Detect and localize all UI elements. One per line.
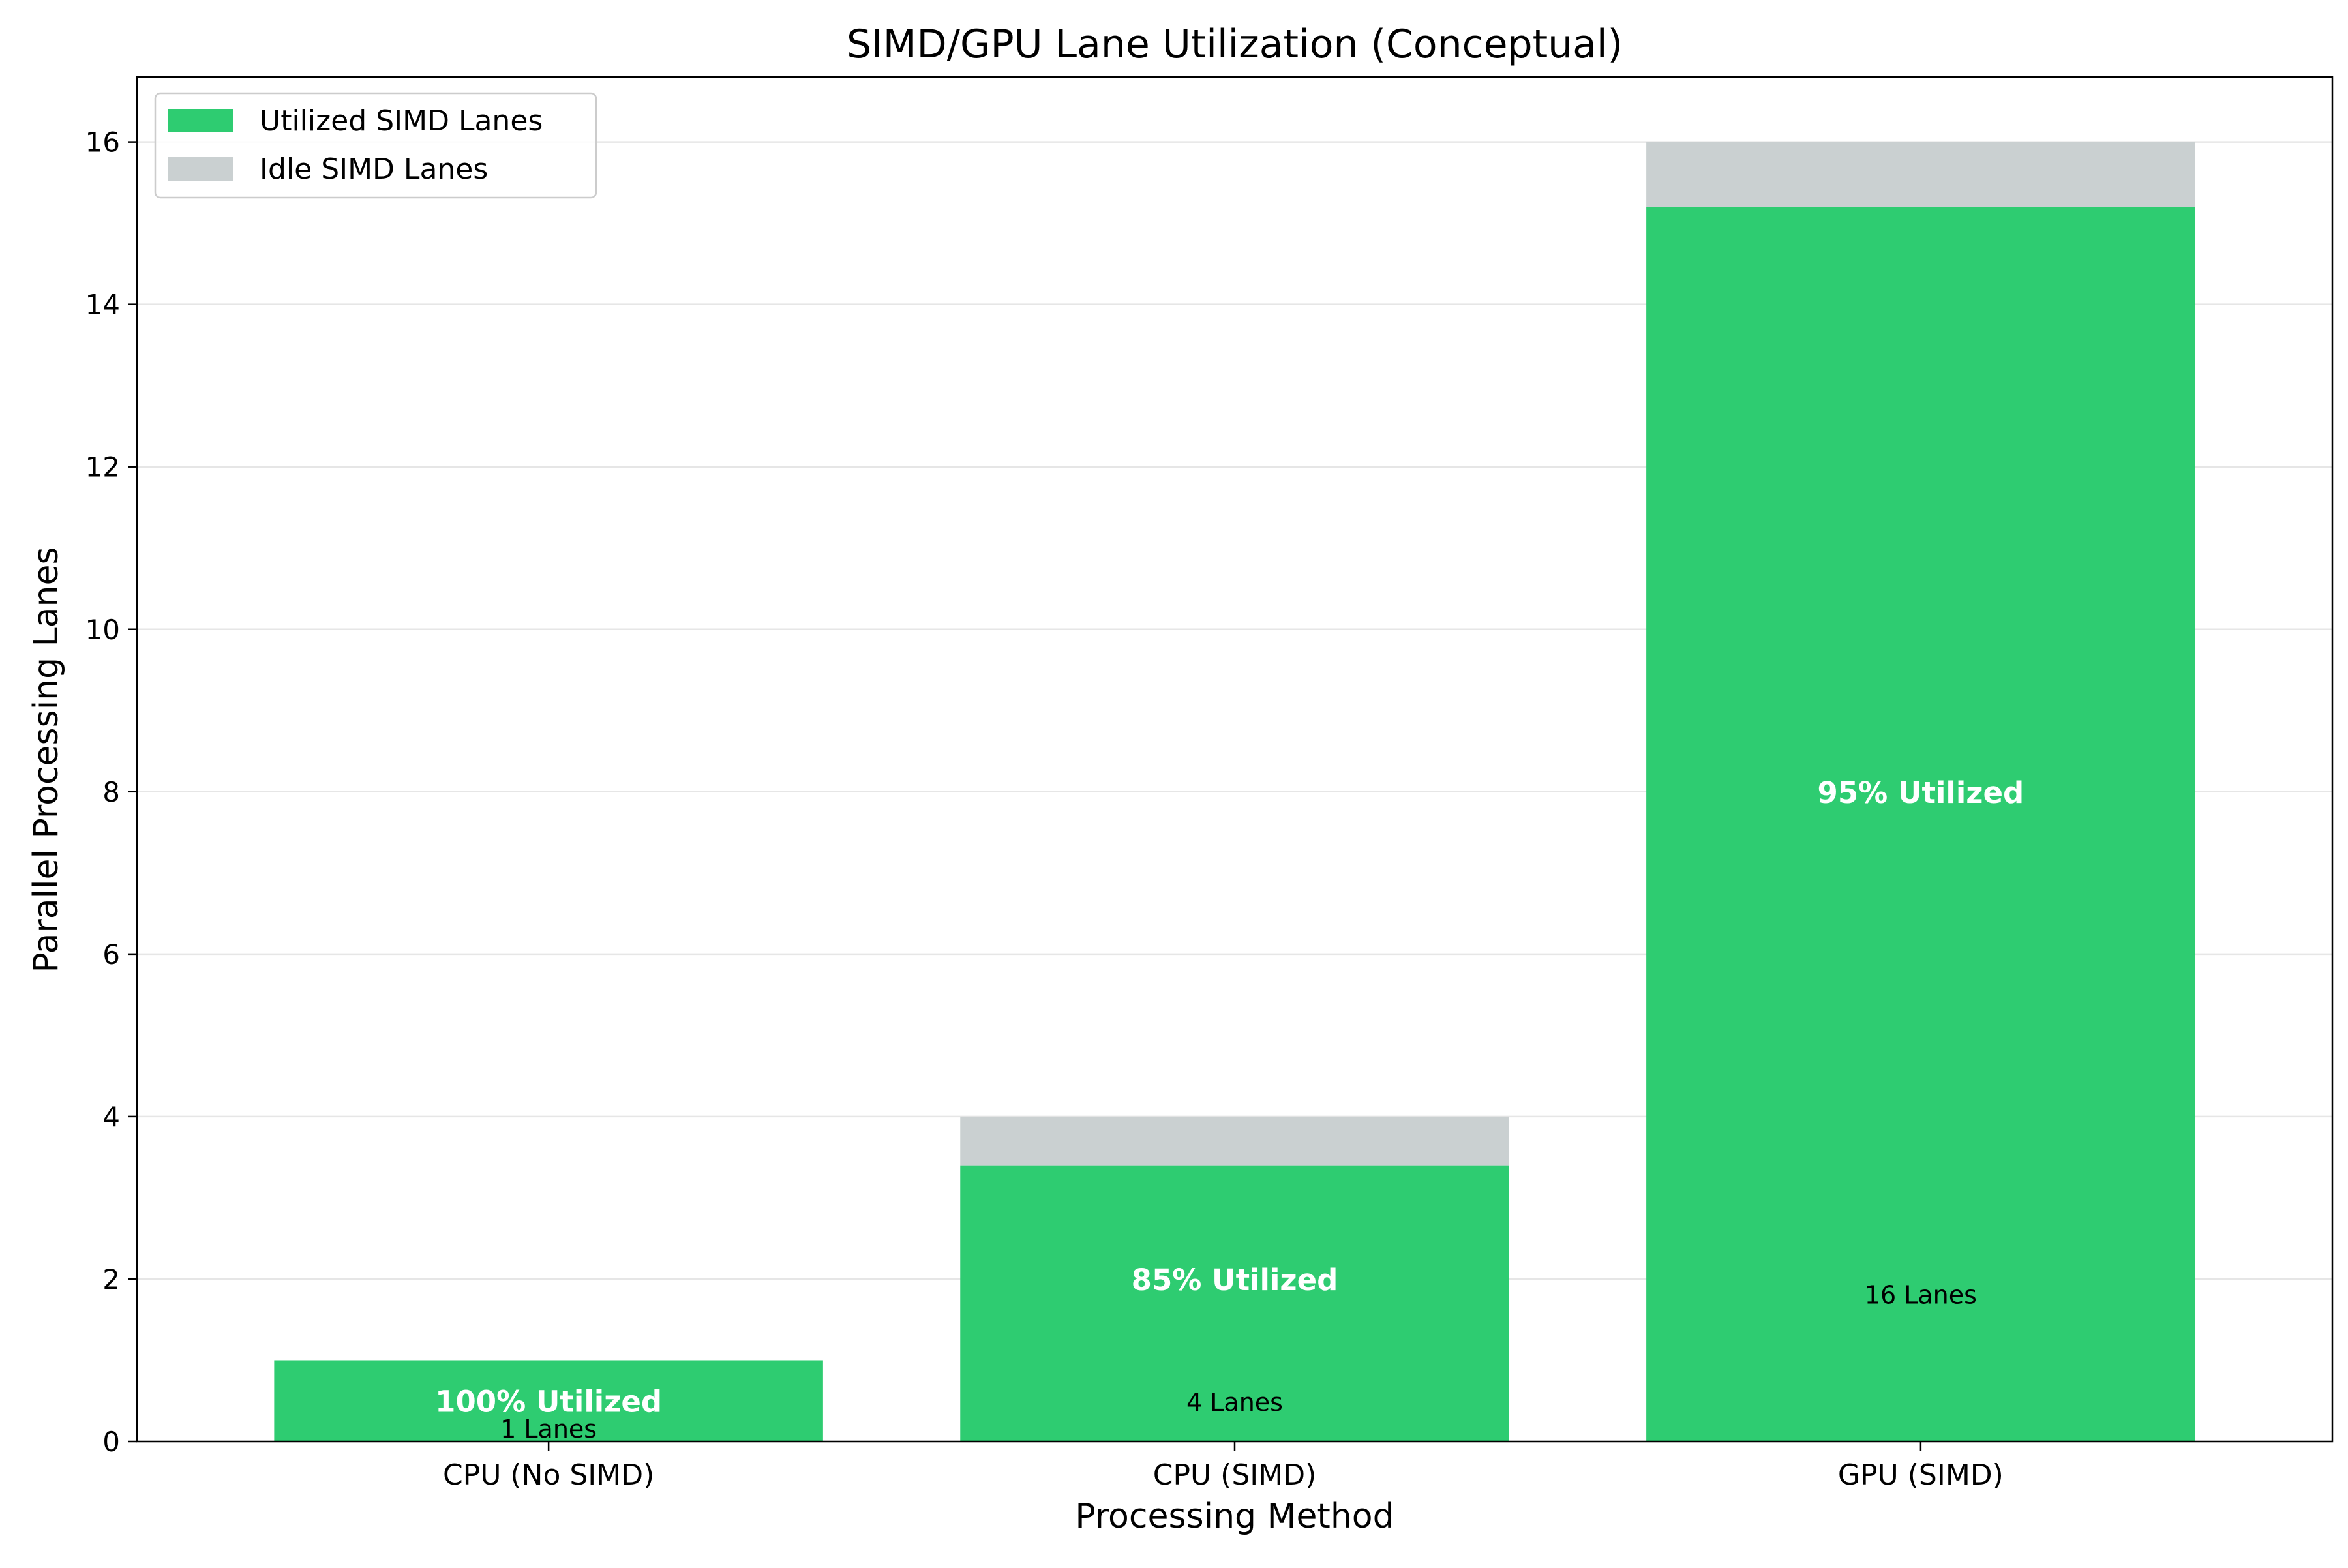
y-tick-label: 14	[85, 289, 120, 321]
chart-title: SIMD/GPU Lane Utilization (Conceptual)	[847, 22, 1623, 67]
y-tick-label: 0	[102, 1426, 120, 1458]
bar-layer	[274, 142, 2195, 1442]
bar-utilized	[1646, 207, 2195, 1442]
y-tick-label: 2	[102, 1263, 120, 1295]
legend: Utilized SIMD Lanes Idle SIMD Lanes	[154, 92, 597, 199]
y-tick-label: 6	[102, 939, 120, 971]
utilization-label: 95% Utilized	[1818, 776, 2024, 810]
grid-layer	[137, 141, 2332, 1443]
lane-count-label: 1 Lanes	[500, 1415, 597, 1443]
y-tick-label: 16	[85, 127, 120, 158]
y-tick-label: 10	[85, 614, 120, 646]
legend-swatch	[168, 157, 233, 181]
y-tick-label: 4	[102, 1101, 120, 1133]
y-tick-label: 12	[85, 451, 120, 483]
bar-utilized	[274, 1360, 823, 1441]
x-tick-label: CPU (No SIMD)	[443, 1458, 654, 1492]
y-axis-label: Parallel Processing Lanes	[27, 547, 66, 972]
utilization-label: 100% Utilized	[435, 1385, 662, 1419]
x-axis-label: Processing Method	[1075, 1497, 1394, 1536]
bar-idle	[1646, 142, 2195, 207]
legend-frame	[154, 92, 597, 199]
y-tick-label: 8	[102, 776, 120, 808]
x-tick-label: GPU (SIMD)	[1838, 1458, 2004, 1492]
utilization-label: 85% Utilized	[1132, 1263, 1338, 1297]
lane-count-label: 4 Lanes	[1186, 1388, 1283, 1417]
bar-utilized	[960, 1165, 1509, 1441]
axis-layer: 0 2 4 6 8 10 12 14 16 CPU (No SIMD) CPU (SIMD) GPU …	[85, 127, 2004, 1492]
bar-idle	[960, 1116, 1509, 1166]
legend-label: Idle SIMD Lanes	[260, 153, 488, 186]
legend-label: Utilized SIMD Lanes	[260, 104, 543, 138]
legend-swatch	[168, 109, 233, 132]
x-tick-label: CPU (SIMD)	[1153, 1458, 1317, 1492]
lane-count-label: 16 Lanes	[1865, 1281, 1977, 1310]
